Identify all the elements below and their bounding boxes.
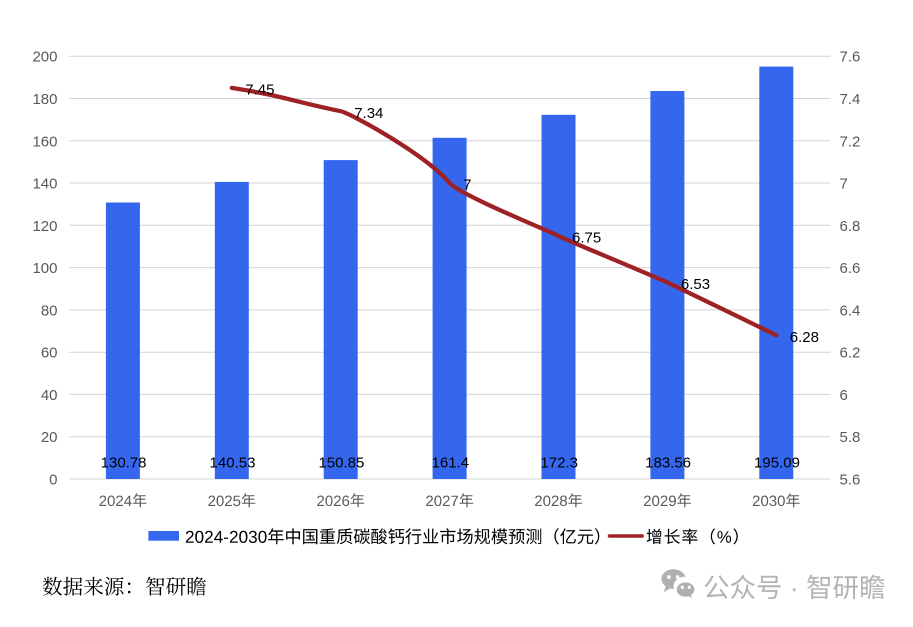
svg-text:40: 40 <box>41 387 58 404</box>
svg-text:120: 120 <box>32 218 57 235</box>
svg-text:5.8: 5.8 <box>840 429 861 446</box>
svg-text:7.2: 7.2 <box>840 133 861 150</box>
svg-text:7: 7 <box>840 176 848 193</box>
svg-text:7.34: 7.34 <box>354 105 383 122</box>
svg-text:0: 0 <box>49 472 57 489</box>
svg-text:172.3: 172.3 <box>540 455 578 472</box>
svg-text:140: 140 <box>32 176 57 193</box>
svg-text:20: 20 <box>41 429 58 446</box>
svg-text:200: 200 <box>32 49 57 66</box>
svg-text:6.75: 6.75 <box>572 230 601 247</box>
svg-text:6.53: 6.53 <box>681 276 710 293</box>
svg-text:6.28: 6.28 <box>790 329 819 346</box>
svg-text:6.2: 6.2 <box>840 345 861 362</box>
svg-text:7: 7 <box>463 177 471 194</box>
svg-text:60: 60 <box>41 345 58 362</box>
svg-text:130.78: 130.78 <box>101 455 147 472</box>
svg-text:183.56: 183.56 <box>645 455 691 472</box>
svg-text:5.6: 5.6 <box>840 472 861 489</box>
svg-text:6.8: 6.8 <box>840 218 861 235</box>
svg-text:150.85: 150.85 <box>318 455 364 472</box>
svg-text:6.4: 6.4 <box>840 302 861 319</box>
svg-text:80: 80 <box>41 302 58 319</box>
svg-text:160: 160 <box>32 133 57 150</box>
svg-text:6.6: 6.6 <box>840 260 861 277</box>
svg-text:140.53: 140.53 <box>210 455 256 472</box>
svg-text:7.6: 7.6 <box>840 49 861 66</box>
svg-text:7.45: 7.45 <box>245 82 274 99</box>
svg-text:180: 180 <box>32 91 57 108</box>
svg-text:161.4: 161.4 <box>432 455 470 472</box>
svg-text:7.4: 7.4 <box>840 91 861 108</box>
svg-text:100: 100 <box>32 260 57 277</box>
svg-text:195.09: 195.09 <box>754 455 800 472</box>
svg-text:6: 6 <box>840 387 848 404</box>
